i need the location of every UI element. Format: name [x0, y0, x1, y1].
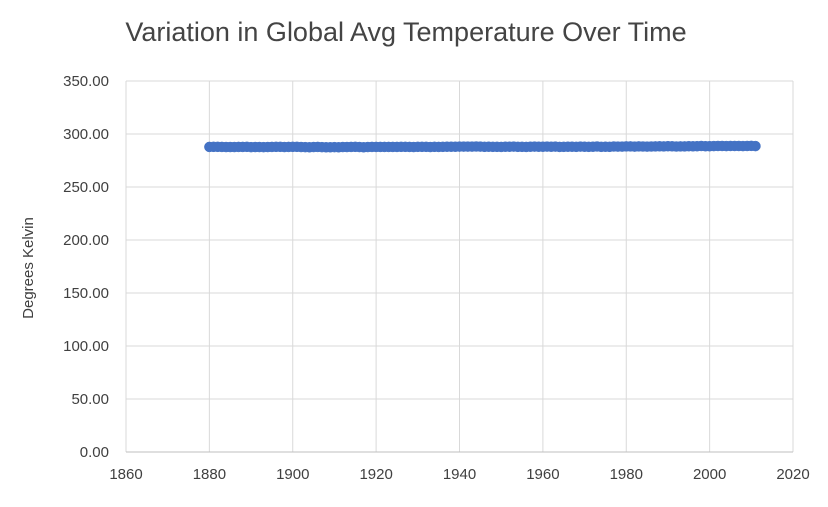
- y-axis-label: Degrees Kelvin: [20, 217, 37, 319]
- x-tick-label: 1900: [276, 466, 309, 483]
- y-tick-label: 100.00: [63, 338, 109, 355]
- x-tick-label: 1880: [193, 466, 226, 483]
- x-tick-label: 1960: [526, 466, 559, 483]
- x-axis-ticks: 1860 1880 1900 1920 1940 1960 1980 2000 2020: [109, 466, 809, 483]
- gridlines: [125, 80, 794, 453]
- x-tick-label: 1860: [109, 466, 142, 483]
- x-tick-label: 1940: [443, 466, 476, 483]
- data-points: [204, 140, 761, 153]
- y-tick-label: 50.00: [71, 391, 109, 408]
- y-tick-label: 300.00: [63, 126, 109, 143]
- y-tick-label: 350.00: [63, 73, 109, 90]
- y-tick-label: 200.00: [63, 232, 109, 249]
- chart-title: Variation in Global Avg Temperature Over…: [125, 17, 686, 47]
- data-point: [750, 140, 761, 152]
- x-tick-label: 2000: [693, 466, 726, 483]
- x-tick-label: 1980: [610, 466, 643, 483]
- y-axis-ticks: 0.00 50.00 100.00 150.00 200.00 250.00 300.00 3…: [63, 73, 109, 461]
- x-tick-label: 1920: [359, 466, 392, 483]
- y-tick-label: 150.00: [63, 285, 109, 302]
- x-tick-label: 2020: [776, 466, 809, 483]
- y-tick-label: 0.00: [80, 444, 109, 461]
- y-tick-label: 250.00: [63, 179, 109, 196]
